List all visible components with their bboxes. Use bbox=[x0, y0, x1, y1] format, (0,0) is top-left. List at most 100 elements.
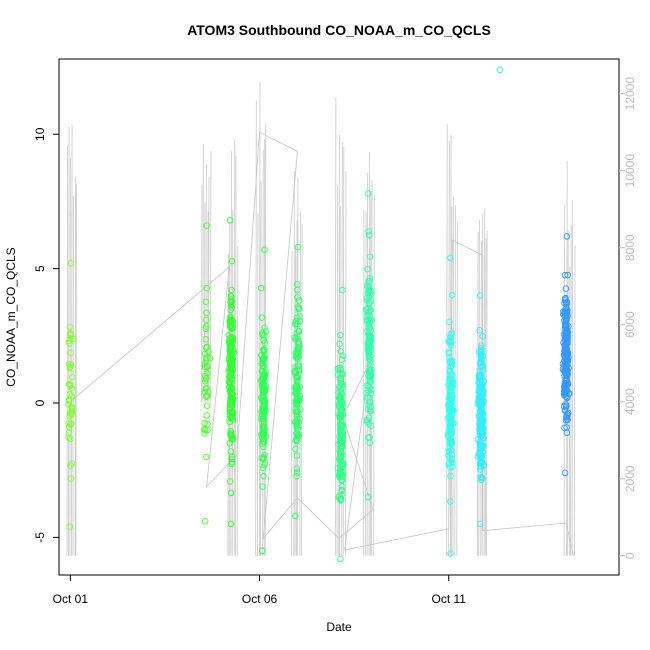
data-point-c2-146 bbox=[227, 313, 234, 321]
altitude-profile-5-2 bbox=[338, 134, 340, 556]
data-point-c6-65 bbox=[366, 394, 374, 402]
data-point-c10-180 bbox=[564, 349, 572, 357]
data-point-c4-128 bbox=[295, 366, 303, 374]
altitude-profile-7-1 bbox=[448, 140, 450, 556]
data-point-c10-174 bbox=[563, 372, 571, 379]
data-point-c6-48 bbox=[365, 414, 373, 422]
data-point-c3-79 bbox=[259, 362, 266, 369]
altitude-profile-9-5 bbox=[571, 200, 574, 556]
y2-tick-label-1: 2000 bbox=[623, 465, 637, 492]
data-point-c2-61 bbox=[226, 386, 234, 394]
data-point-c5-144 bbox=[338, 416, 345, 424]
data-point-c2-58 bbox=[226, 478, 234, 485]
data-point-c3-20 bbox=[262, 328, 270, 335]
altitude-profile-0-1 bbox=[68, 126, 70, 556]
data-point-c2-136 bbox=[227, 301, 235, 309]
data-point-c10-140 bbox=[562, 406, 569, 413]
data-point-c1-25 bbox=[206, 354, 214, 362]
data-point-c0-35 bbox=[68, 406, 76, 413]
data-point-c1-36 bbox=[203, 343, 211, 351]
altitude-profile-2-4 bbox=[233, 140, 236, 556]
data-point-c6-70 bbox=[365, 355, 373, 363]
data-point-c5-129 bbox=[336, 397, 344, 404]
data-point-c8-117 bbox=[447, 331, 455, 338]
data-point-c4-127 bbox=[294, 355, 301, 363]
data-point-c8-80 bbox=[446, 318, 453, 326]
data-point-c10-1 bbox=[563, 233, 571, 240]
y2-tick-label-6: 12000 bbox=[623, 77, 637, 111]
data-point-c8-135 bbox=[448, 330, 456, 337]
data-point-c5-0 bbox=[337, 555, 344, 563]
data-point-c9-140 bbox=[477, 466, 484, 473]
data-point-c8-138 bbox=[445, 448, 453, 456]
altitude-profile-0-2 bbox=[69, 158, 71, 556]
data-point-c1-32 bbox=[203, 370, 211, 377]
data-point-c10-126 bbox=[563, 301, 570, 308]
data-point-c9-153 bbox=[479, 380, 486, 388]
y-tick-label-2: 5 bbox=[33, 265, 47, 272]
data-point-c8-128 bbox=[447, 334, 455, 342]
data-point-c1-28 bbox=[203, 309, 210, 317]
data-point-c6-114 bbox=[368, 366, 375, 373]
data-point-c9-0 bbox=[476, 520, 484, 528]
data-point-c6-17 bbox=[363, 418, 371, 425]
altitude-profile-3-1 bbox=[256, 213, 259, 556]
altitude-profile-4-0 bbox=[290, 251, 293, 556]
data-point-c6-125 bbox=[364, 405, 372, 413]
data-point-c9-127 bbox=[477, 462, 484, 470]
data-point-c3-120 bbox=[261, 388, 268, 396]
data-point-c4-64 bbox=[292, 445, 299, 453]
altitude-profile-4-1 bbox=[293, 171, 295, 556]
data-point-c1-39 bbox=[203, 323, 210, 330]
data-point-c10-75 bbox=[562, 294, 569, 302]
data-point-c3-96 bbox=[261, 461, 268, 469]
x-tick-label-1: Oct 06 bbox=[242, 592, 278, 606]
data-point-c6-111 bbox=[366, 277, 373, 285]
altitude-profile-7-0 bbox=[446, 124, 448, 556]
altitude-profile-9-3 bbox=[568, 266, 571, 556]
data-point-c6-38 bbox=[366, 231, 373, 239]
data-point-c4-122 bbox=[294, 353, 301, 360]
data-point-c6-123 bbox=[367, 347, 374, 355]
data-point-c5-124 bbox=[335, 494, 342, 501]
data-point-c10-177 bbox=[564, 271, 571, 279]
data-point-c1-27 bbox=[203, 402, 211, 409]
data-point-c6-106 bbox=[366, 253, 374, 260]
data-point-c6-93 bbox=[363, 382, 370, 389]
data-point-c6-103 bbox=[366, 306, 374, 314]
data-point-c8-133 bbox=[449, 459, 456, 467]
data-point-c2-139 bbox=[227, 292, 235, 300]
altitude-profile-0-4 bbox=[72, 196, 74, 556]
data-point-c8-120 bbox=[446, 423, 453, 430]
data-point-c6-119 bbox=[364, 327, 371, 335]
data-point-c6-0 bbox=[364, 493, 372, 501]
altitude-profile-1-4 bbox=[207, 211, 209, 402]
data-point-c2-91 bbox=[226, 379, 234, 387]
data-point-c3-99 bbox=[260, 454, 268, 461]
data-point-c8-32 bbox=[447, 498, 454, 505]
data-point-c8-132 bbox=[445, 350, 453, 357]
data-point-c2-145 bbox=[228, 453, 236, 461]
data-point-c2-159 bbox=[227, 358, 234, 366]
data-point-c3-87 bbox=[261, 346, 268, 353]
data-point-c1-30 bbox=[203, 316, 210, 324]
data-point-c1-19 bbox=[203, 284, 210, 292]
data-point-c0-34 bbox=[67, 331, 75, 339]
data-point-c5-149 bbox=[337, 452, 344, 460]
data-point-c5-98 bbox=[335, 388, 342, 396]
data-point-c5-120 bbox=[339, 443, 346, 450]
data-point-c9-2 bbox=[478, 342, 485, 349]
data-point-c10-185 bbox=[564, 335, 571, 342]
data-point-c8-98 bbox=[447, 339, 455, 346]
data-point-c5-147 bbox=[336, 433, 343, 440]
data-point-c4-0 bbox=[292, 512, 299, 520]
data-point-c10-183 bbox=[561, 344, 569, 352]
data-point-c8-88 bbox=[447, 363, 454, 371]
data-point-c8-0 bbox=[447, 550, 454, 557]
data-point-c2-154 bbox=[228, 455, 236, 463]
data-point-c2-157 bbox=[227, 427, 234, 435]
data-point-c1-1 bbox=[203, 222, 210, 229]
data-point-c3-82 bbox=[260, 472, 267, 480]
data-point-c10-188 bbox=[561, 348, 569, 356]
data-point-c2-155 bbox=[230, 396, 237, 404]
